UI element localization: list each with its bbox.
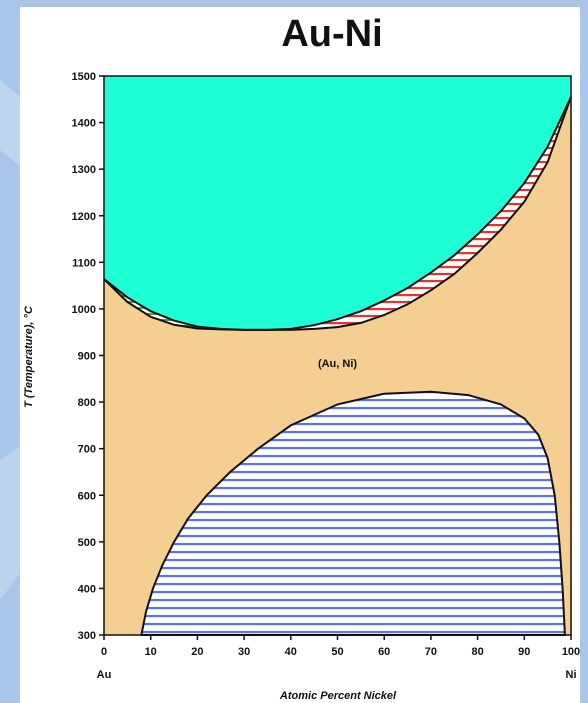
x-tick-label-30: 30 <box>238 646 250 658</box>
y-tick-label-1300: 1300 <box>72 164 96 176</box>
chart-panel: Au-Ni (Au, Ni) 300 400 500 600 700 800 900 1000… <box>20 7 580 703</box>
x-tick-label-100: 100 <box>562 646 580 658</box>
y-tick-label-700: 700 <box>78 444 96 456</box>
element-label-right: Ni <box>566 669 577 681</box>
axes: 3004005006007008009001000110012001300140… <box>72 71 580 658</box>
liquidus-line <box>103 96 572 331</box>
y-tick-label-1000: 1000 <box>72 304 96 316</box>
liquid-region <box>104 76 571 330</box>
miscibility-gap-region <box>140 390 566 636</box>
x-tick-label-60: 60 <box>378 646 390 658</box>
y-tick-label-1500: 1500 <box>72 71 96 83</box>
y-tick-label-600: 600 <box>78 490 96 502</box>
element-label-left: Au <box>97 669 112 681</box>
x-tick-label-20: 20 <box>191 646 203 658</box>
phase-diagram: Au-Ni (Au, Ni) 3004005006007008009001000… <box>23 13 580 702</box>
y-tick-label-900: 900 <box>78 351 96 363</box>
y-tick-label-800: 800 <box>78 397 96 409</box>
chart-title: Au-Ni <box>281 13 382 55</box>
y-tick-label-500: 500 <box>78 537 96 549</box>
x-tick-label-0: 0 <box>101 646 107 658</box>
x-tick-label-90: 90 <box>518 646 530 658</box>
phase-label-0: (Au, Ni) <box>318 358 357 370</box>
y-tick-label-300: 300 <box>78 630 96 642</box>
y-tick-label-1400: 1400 <box>72 118 96 130</box>
x-tick-label-40: 40 <box>285 646 297 658</box>
plot-area: (Au, Ni) <box>103 76 572 636</box>
two-phase-region-right <box>267 97 571 330</box>
solidus-line <box>103 96 572 331</box>
y-axis-label: T (Temperature), °C <box>23 305 35 408</box>
y-tick-label-1200: 1200 <box>72 211 96 223</box>
x-tick-label-50: 50 <box>331 646 343 658</box>
x-tick-label-80: 80 <box>471 646 483 658</box>
x-axis-label: Atomic Percent Nickel <box>279 690 397 702</box>
y-tick-label-400: 400 <box>78 583 96 595</box>
x-tick-label-10: 10 <box>145 646 157 658</box>
x-tick-label-70: 70 <box>425 646 437 658</box>
y-tick-label-1100: 1100 <box>72 257 96 269</box>
